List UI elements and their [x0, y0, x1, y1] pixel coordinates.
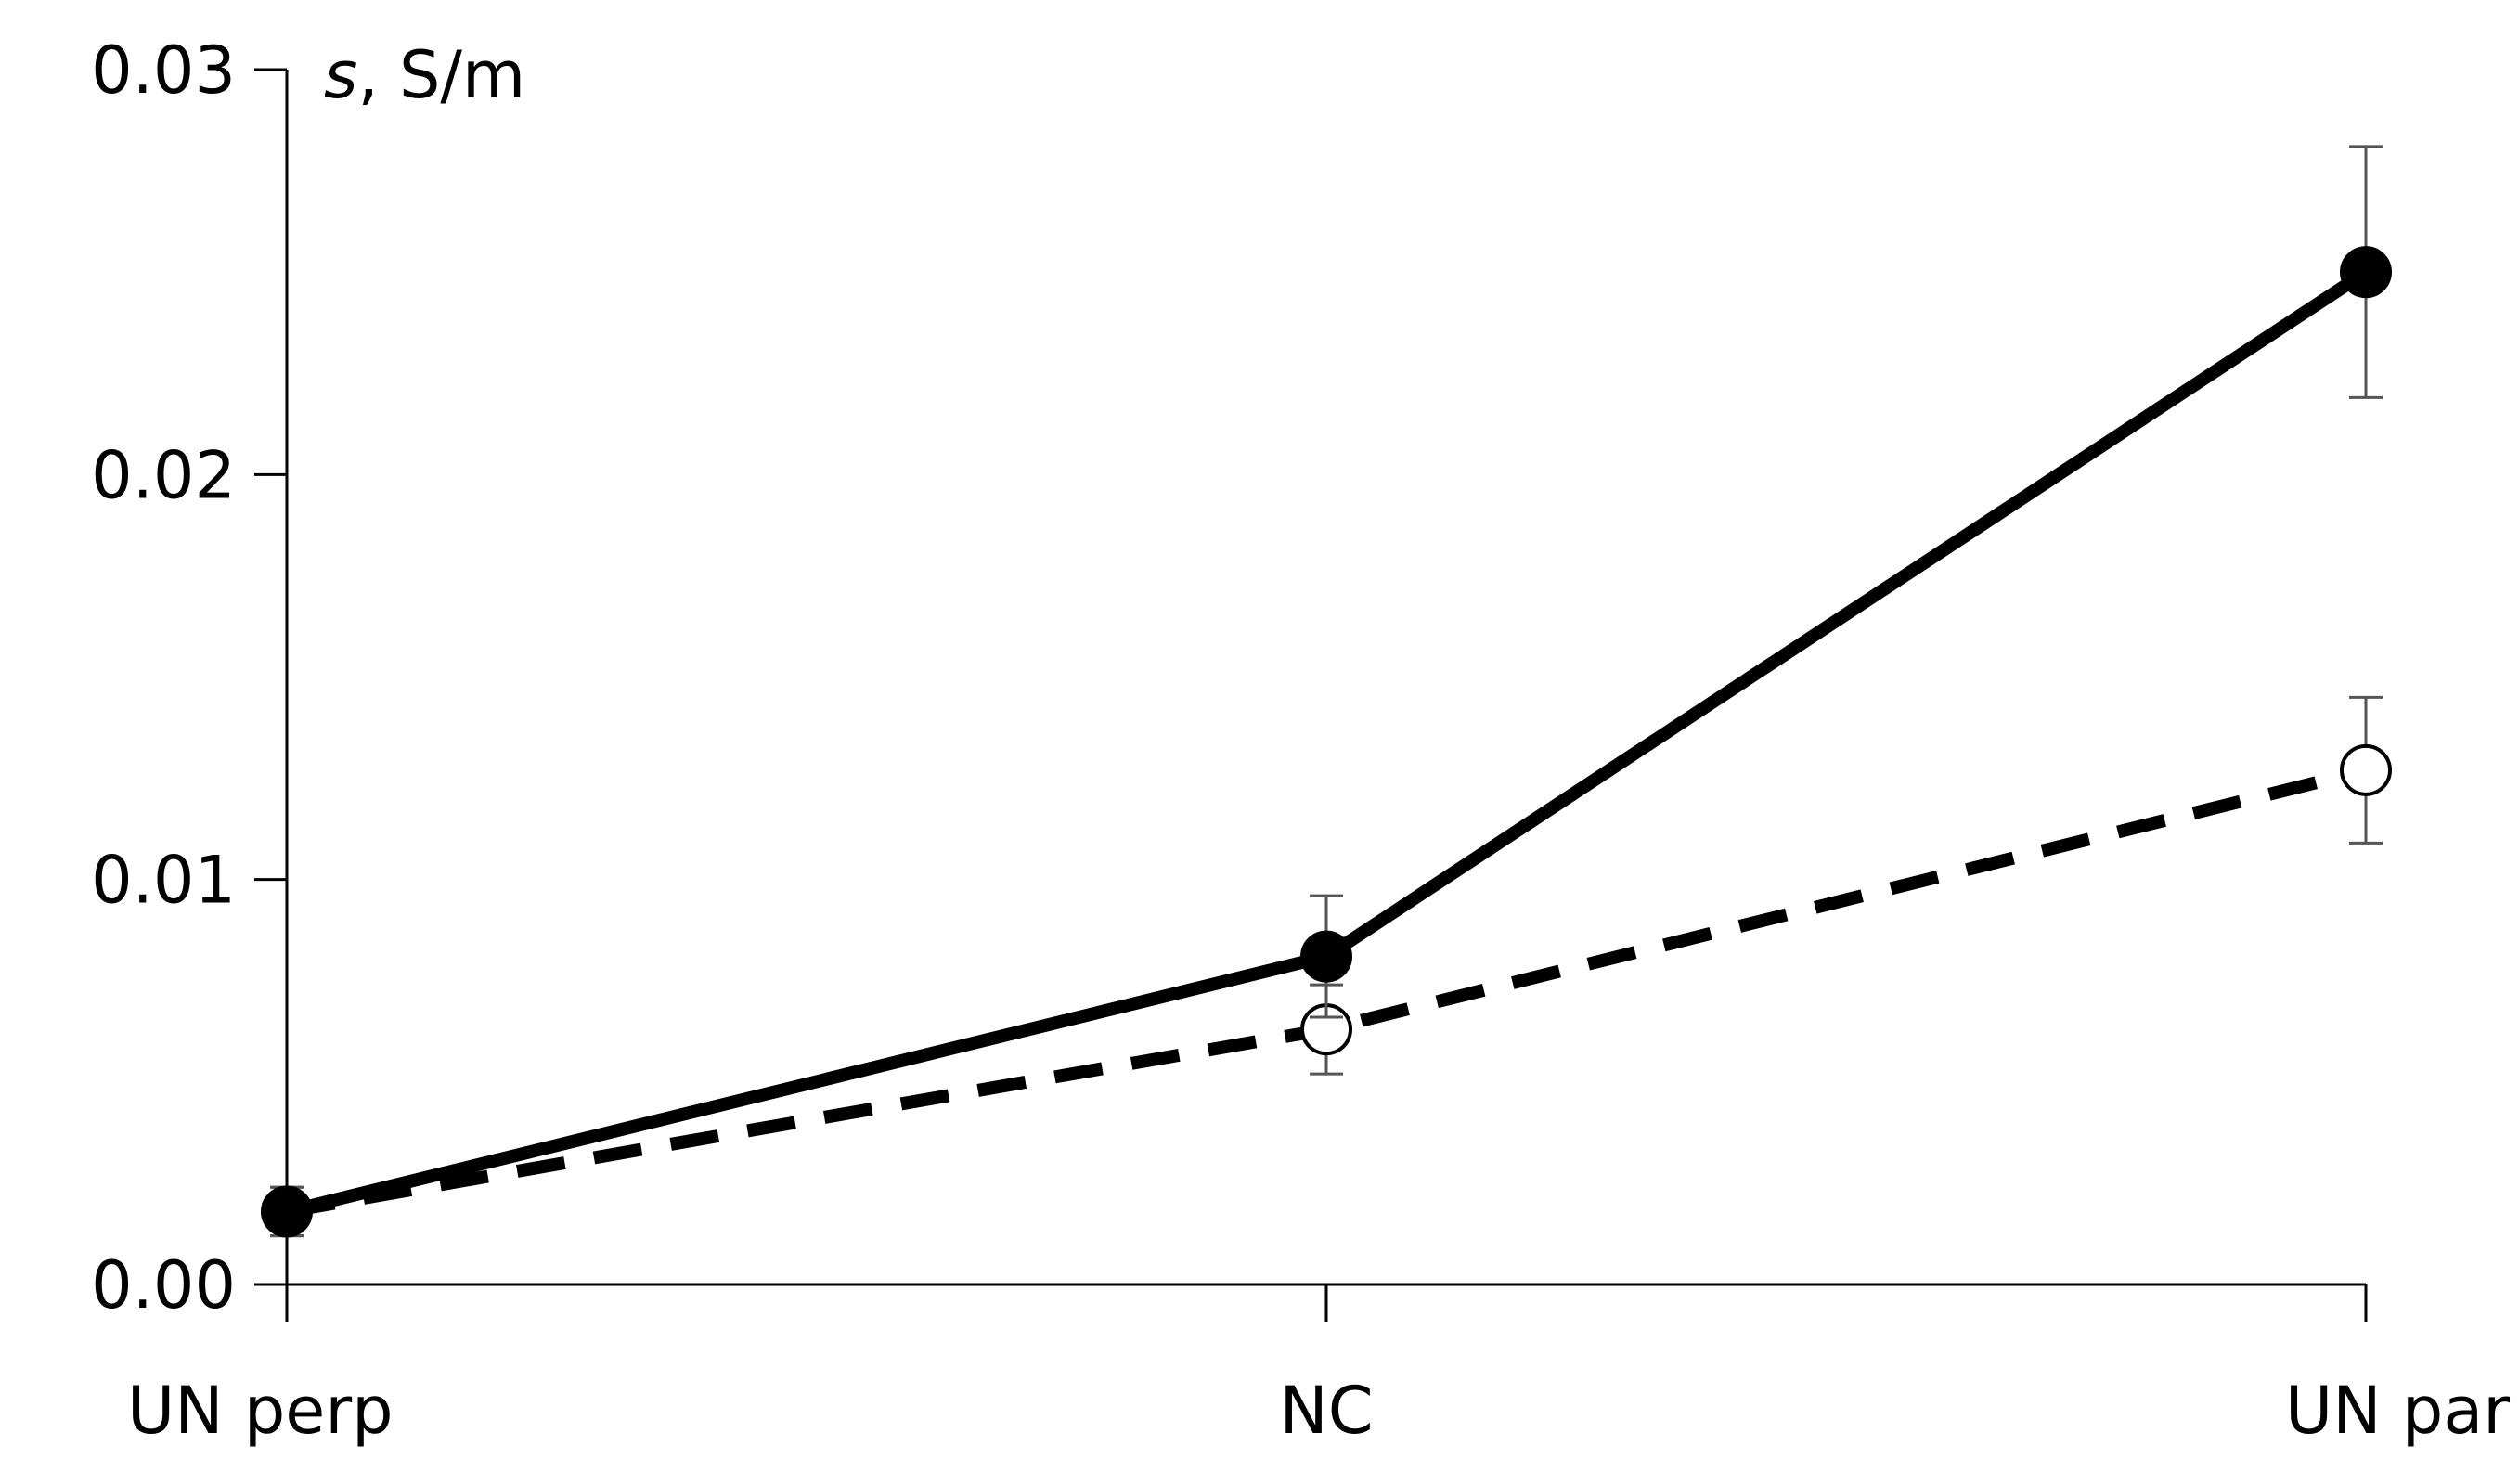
x-tick-label: UN par	[2285, 1373, 2510, 1449]
y-tick-labels: 0.00 0.01 0.02 0.03	[91, 32, 236, 1323]
x-tick-labels: UN perp NC UN par	[127, 1373, 2510, 1449]
series-layer	[261, 145, 2392, 1238]
y-tick-label: 0.03	[91, 32, 236, 109]
x-tick-label: UN perp	[127, 1373, 394, 1449]
y-axis-label-variable: s	[324, 37, 357, 113]
series-solid	[261, 145, 2392, 1238]
y-axis-label-unit: , S/m	[357, 37, 525, 113]
point-open	[2340, 743, 2392, 796]
y-axis-label: s, S/m	[324, 37, 525, 113]
point-filled	[2340, 246, 2392, 299]
y-tick-label: 0.02	[91, 437, 236, 513]
y-tick-label: 0.01	[91, 843, 236, 919]
x-tick-label: NC	[1279, 1373, 1373, 1449]
y-axis-label-text: s, S/m	[324, 37, 525, 113]
y-tick-label: 0.00	[91, 1247, 236, 1323]
point-filled	[261, 1185, 313, 1238]
point-filled	[1300, 930, 1352, 983]
axes	[254, 68, 2368, 1322]
